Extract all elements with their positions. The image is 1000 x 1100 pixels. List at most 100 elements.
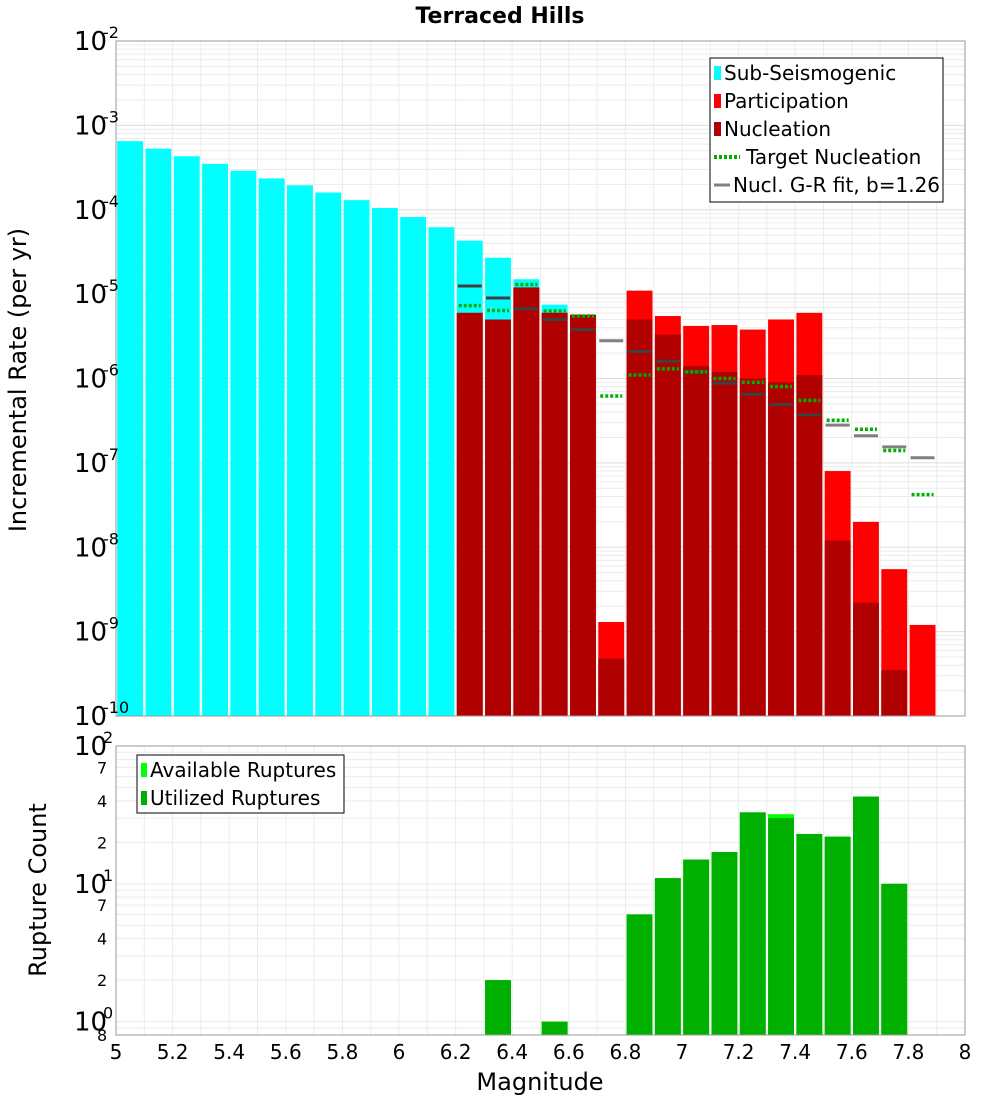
top-y-axis-title: Incremental Rate (per yr) [4, 228, 32, 532]
top-y-tick-label: 10-10 [74, 698, 129, 732]
nucleation-bar [853, 602, 879, 716]
nucleation-bar [541, 312, 568, 716]
nucleation-bar [570, 314, 596, 716]
legend-label-utilized-ruptures: Utilized Ruptures [150, 786, 320, 810]
top-y-tick-base: 10 [74, 196, 107, 226]
sub-seismogenic-bar [230, 170, 257, 716]
bottom-y-minor-tick-label: 8 [97, 1026, 107, 1045]
x-tick-label: 6 [393, 1040, 406, 1064]
top-grid [116, 41, 965, 717]
bottom-y-tick-exponent: 1 [103, 866, 113, 885]
bottom-y-tick-exponent: 2 [103, 728, 113, 747]
sub-seismogenic-bar [343, 200, 370, 716]
top-plot-frame [115, 40, 966, 717]
top-y-tick-base: 10 [74, 618, 107, 648]
legend-label-target-nucleation: Target Nucleation [745, 145, 921, 169]
sub-seismogenic-bar [315, 192, 342, 717]
x-tick-labels: 5 5.2 5.4 5.6 5.8 6 6.2 6.4 6.6 6.8 7 7.2 7.4 7.6 7.8 8 [110, 1040, 972, 1064]
bottom-y-minor-tick-label: 2 [97, 971, 107, 990]
top-y-tick-label: 10-6 [74, 361, 119, 395]
sub-seismogenic-bar [371, 207, 398, 716]
bottom-y-minor-tick-label: 4 [97, 930, 107, 949]
bottom-y-minor-tick-label: 7 [97, 896, 107, 915]
bottom-y-tick-base: 10 [74, 732, 107, 762]
utilized-ruptures-bar [683, 859, 710, 1035]
top-y-tick-exponent: -7 [103, 445, 119, 464]
legend-entry-sub-seismogenic: Sub-Seismogenic [714, 61, 896, 85]
top-y-tick-base: 10 [74, 280, 107, 310]
top-legend: Sub-Seismogenic Participation Nucleation… [709, 57, 944, 203]
sub-seismogenic-bar [145, 148, 172, 716]
top-y-tick-base: 10 [74, 533, 107, 563]
participation-bar [909, 624, 936, 716]
top-y-tick-exponent: -6 [103, 361, 119, 380]
legend-entry-utilized-ruptures: Utilized Ruptures [141, 786, 320, 810]
nucleation-bar [711, 371, 738, 716]
bottom-legend: Available Ruptures Utilized Ruptures [136, 754, 345, 814]
x-tick-label: 7 [676, 1040, 689, 1064]
bottom-y-tick-exponent: 0 [103, 1004, 113, 1023]
x-tick-label: 5.4 [213, 1040, 245, 1064]
utilized-ruptures-bar [768, 818, 794, 1035]
nucleation-bar [654, 334, 681, 716]
x-tick-label: 8 [959, 1040, 972, 1064]
bottom-bars [485, 796, 908, 1035]
legend-entry-nucleation: Nucleation [714, 117, 831, 141]
top-y-tick-base: 10 [74, 702, 107, 732]
utilized-ruptures-bar [711, 852, 738, 1035]
legend-label-sub-seismogenic: Sub-Seismogenic [724, 61, 896, 85]
nucleation-bar [598, 658, 625, 716]
nucleation-bar [796, 375, 823, 716]
x-tick-label: 6.8 [609, 1040, 641, 1064]
bottom-y-tick-base: 10 [74, 1008, 107, 1038]
top-panel: 10-210-310-410-510-610-710-810-910-10 In… [4, 23, 966, 732]
top-y-tick-labels: 10-210-310-410-510-610-710-810-910-10 [74, 23, 129, 732]
legend-label-participation: Participation [724, 89, 849, 113]
legend-entry-target-nucleation: Target Nucleation [714, 145, 921, 169]
utilized-ruptures-bar [626, 914, 653, 1035]
utilized-ruptures-bar [485, 980, 511, 1035]
utilized-ruptures-bar [739, 812, 766, 1035]
sub-seismogenic-bar [202, 163, 228, 717]
top-y-tick-exponent: -3 [103, 107, 119, 126]
utilized-ruptures-bar [853, 796, 879, 1035]
x-tick-label: 7.2 [723, 1040, 755, 1064]
bottom-legend-box [136, 754, 345, 814]
legend-swatch-utilized-ruptures [141, 791, 147, 805]
sub-seismogenic-bar [258, 178, 285, 716]
utilized-ruptures-bar [654, 878, 681, 1035]
x-tick-label: 5.8 [326, 1040, 358, 1064]
bottom-y-tick-label: 101 [74, 866, 113, 900]
x-tick-label: 5 [110, 1040, 123, 1064]
top-bars [117, 141, 936, 717]
legend-swatch-available-ruptures [141, 763, 147, 777]
sub-seismogenic-bar [428, 227, 455, 716]
x-tick-label: 7.8 [892, 1040, 924, 1064]
top-y-tick-base: 10 [74, 111, 107, 141]
top-y-tick-exponent: -4 [103, 192, 119, 211]
top-y-tick-label: 10-3 [74, 107, 119, 141]
x-tick-label: 7.4 [779, 1040, 811, 1064]
sub-seismogenic-bar [287, 185, 313, 717]
x-tick-label: 6.2 [440, 1040, 472, 1064]
top-y-tick-exponent: -2 [103, 23, 119, 42]
top-y-tick-base: 10 [74, 27, 107, 57]
legend-label-nucleation: Nucleation [724, 117, 831, 141]
x-tick-label: 5.6 [270, 1040, 302, 1064]
nucleation-bar [824, 540, 851, 716]
sub-seismogenic-bar [400, 217, 427, 716]
legend-swatch-participation [714, 94, 721, 108]
bottom-y-minor-tick-label: 2 [97, 833, 107, 852]
top-y-tick-label: 10-9 [74, 614, 119, 648]
top-legend-box [709, 57, 944, 203]
nucleation-bar [456, 312, 483, 716]
bottom-grid [116, 746, 965, 1036]
legend-swatch-nucleation [714, 122, 721, 136]
utilized-ruptures-bar [881, 883, 908, 1035]
top-y-tick-base: 10 [74, 365, 107, 395]
legend-swatch-sub-seismogenic [714, 66, 721, 80]
sub-seismogenic-bar [117, 141, 144, 717]
